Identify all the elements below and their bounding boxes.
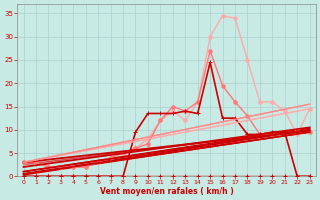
X-axis label: Vent moyen/en rafales ( km/h ): Vent moyen/en rafales ( km/h ) <box>100 187 234 196</box>
